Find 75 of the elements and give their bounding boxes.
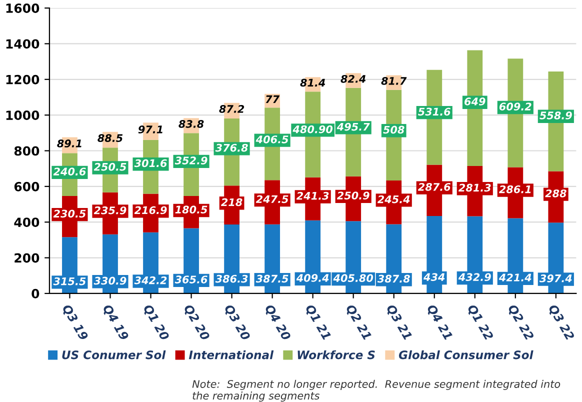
x-tick-label: Q4 20 [263, 304, 292, 342]
data-label: 387.5 [256, 274, 288, 283]
data-label: 495.7 [336, 122, 370, 131]
data-label: 88.5 [98, 134, 123, 142]
data-label: 649 [464, 98, 486, 106]
data-label: 558.9 [540, 112, 572, 120]
y-tick-label: 200 [14, 253, 40, 263]
data-label: 218 [221, 198, 242, 206]
x-tick-label: Q2 22 [506, 304, 534, 342]
data-label: 97.1 [138, 126, 162, 134]
x-tick-label: Q3 20 [222, 304, 251, 342]
data-label: 386.3 [215, 274, 248, 283]
data-label: 531.6 [418, 108, 450, 116]
data-label: 216.9 [134, 206, 167, 214]
y-tick-label: 600 [14, 182, 40, 192]
data-label: 287.6 [418, 182, 450, 191]
legend-label: International [188, 350, 274, 360]
data-label: 421.4 [498, 274, 532, 282]
x-tick-label: Q4 19 [101, 304, 130, 342]
data-label: 250.5 [94, 162, 126, 171]
data-label: 387.8 [377, 274, 410, 283]
data-label: 250.9 [336, 192, 370, 200]
x-tick-label: Q4 21 [425, 304, 453, 341]
data-label: 245.4 [377, 195, 410, 204]
data-label: 352.9 [174, 156, 208, 164]
data-label: 82.4 [340, 74, 366, 83]
y-tick-label: 1000 [6, 110, 40, 120]
data-label: 432.9 [458, 273, 491, 282]
data-label: 376.8 [215, 144, 248, 152]
data-label: 77 [266, 95, 280, 103]
data-label: 434 [423, 273, 445, 281]
data-label: 609.2 [499, 102, 532, 111]
x-tick-label: Q1 20 [142, 304, 170, 342]
data-label: 409.4 [296, 274, 329, 282]
x-tick-label: Q1 22 [466, 304, 494, 342]
y-tick-label: 400 [14, 218, 40, 228]
data-label: 405.80 [333, 274, 374, 282]
legend-label: US Conumer Sol [62, 350, 166, 360]
data-label: 89.1 [57, 140, 82, 148]
data-label: 240.6 [53, 168, 86, 176]
data-label: 235.9 [94, 206, 126, 214]
x-tick-label: Q2 21 [344, 304, 372, 341]
x-tick-label: Q2 20 [182, 304, 210, 342]
data-label: 330.9 [94, 276, 126, 285]
data-label: 230.5 [53, 210, 86, 218]
data-label: 81.4 [300, 78, 326, 87]
data-label: 397.4 [539, 274, 572, 282]
legend-label: Workforce S [298, 350, 375, 360]
data-label: 241.3 [296, 192, 329, 200]
data-label: 247.5 [256, 195, 288, 204]
data-label: 83.8 [178, 120, 204, 128]
y-tick-label: 1200 [6, 74, 40, 84]
text: Note: Segment no longer reported. Revenue segment integrated into the remaining segments [192, 380, 560, 402]
y-tick-label: 0 [32, 288, 40, 298]
data-label: 288 [545, 189, 566, 198]
legend-label: Global Consumer Sol [398, 350, 534, 360]
x-tick-label: Q3 21 [384, 304, 412, 341]
y-tick-label: 800 [14, 146, 40, 156]
y-tick-label: 1600 [6, 4, 40, 13]
data-label: 87.2 [219, 105, 244, 113]
data-label: 281.3 [458, 184, 491, 192]
x-tick-label: Q3 22 [546, 304, 575, 342]
data-label: 286.1 [499, 185, 531, 194]
data-label: 365.6 [174, 276, 208, 284]
data-label: 406.5 [256, 135, 288, 144]
x-tick-label: Q3 19 [60, 304, 89, 342]
data-label: 301.6 [134, 159, 167, 168]
data-label: 81.7 [381, 77, 407, 85]
data-label: 342.2 [134, 276, 167, 284]
data-label: 508 [383, 126, 404, 134]
data-label: 315.5 [53, 277, 86, 286]
data-label: 480.90 [292, 125, 333, 134]
data-label: 180.5 [175, 206, 208, 214]
x-tick-label: Q1 21 [304, 304, 332, 341]
y-tick-label: 1400 [6, 39, 40, 49]
